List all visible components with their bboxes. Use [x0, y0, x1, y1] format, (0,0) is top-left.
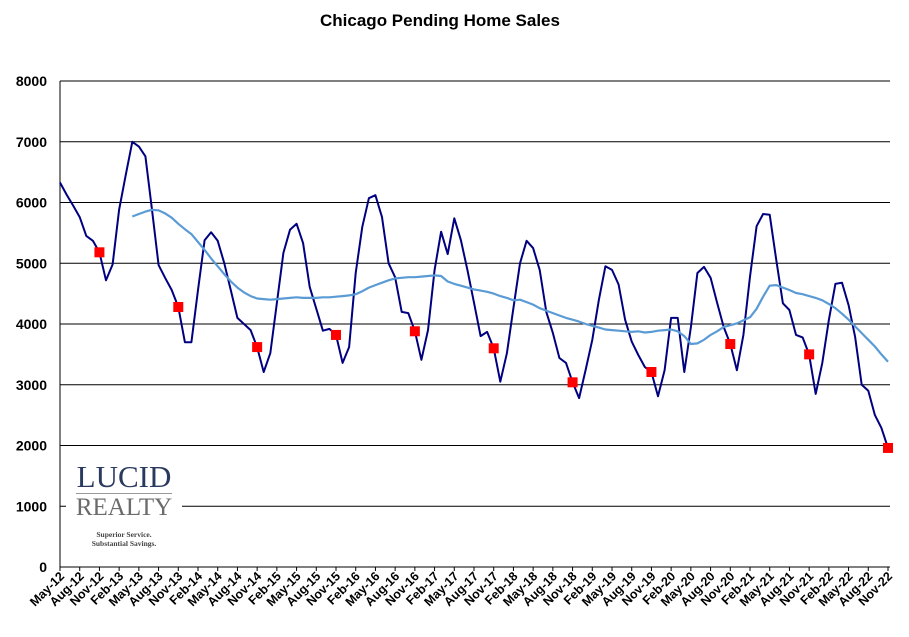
moving-average-line: [131, 208, 889, 363]
november-marker: [331, 329, 341, 340]
y-tick-label: 0: [39, 559, 47, 575]
november-marker: [725, 339, 736, 350]
november-marker: [409, 326, 420, 337]
november-marker: [252, 342, 263, 353]
y-axis-ticks: 0 1000 2000 3000 4000 5000 6000 7000 8000: [16, 73, 47, 575]
markers: [94, 247, 893, 453]
y-tick-label: 1000: [16, 498, 47, 514]
y-tick-label: 6000: [16, 195, 47, 211]
november-marker: [804, 349, 815, 360]
y-tick-label: 8000: [16, 73, 47, 89]
x-axis-ticks: May-12Aug-12Nov-12Feb-13May-13Aug-13Nov-…: [27, 567, 895, 609]
y-tick-label: 5000: [16, 255, 47, 271]
november-marker: [488, 343, 499, 354]
chart-title: Chicago Pending Home Sales: [320, 11, 560, 30]
lucid-realty-logo: LUCID REALTY Superior Service. Substantia…: [66, 461, 182, 557]
pending-sales-line: [59, 140, 889, 449]
y-tick-label: 4000: [16, 316, 47, 332]
y-tick-label: 3000: [16, 377, 47, 393]
gridlines: [59, 80, 890, 568]
y-tick-label: 7000: [16, 134, 47, 150]
november-marker: [646, 366, 657, 377]
november-marker: [567, 377, 578, 388]
series-lines: [59, 140, 889, 449]
y-tick-label: 2000: [16, 438, 47, 454]
november-marker: [883, 442, 893, 453]
november-marker: [94, 247, 105, 258]
november-marker: [173, 301, 184, 312]
